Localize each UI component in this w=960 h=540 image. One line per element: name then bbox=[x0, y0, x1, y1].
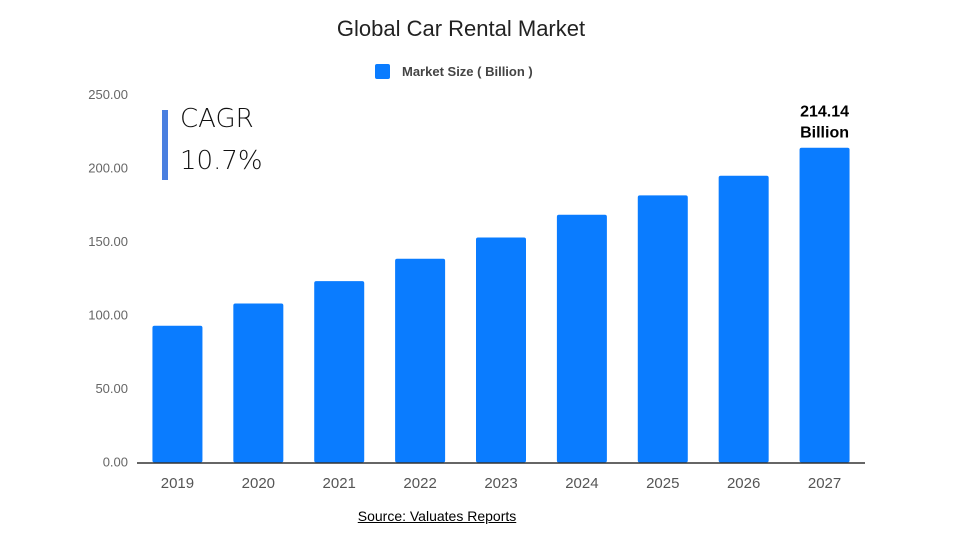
legend-label: Market Size ( Billion ) bbox=[402, 64, 533, 79]
bar-2019 bbox=[152, 325, 203, 463]
x-tick-label: 2019 bbox=[161, 475, 194, 492]
chart-title: Global Car Rental Market bbox=[336, 16, 586, 41]
legend: Market Size ( Billion ) bbox=[375, 64, 533, 79]
x-tick-label: 2020 bbox=[242, 475, 275, 492]
x-tick-label: 2025 bbox=[646, 475, 679, 492]
x-tick-label: 2023 bbox=[484, 475, 517, 492]
bar-2027 bbox=[799, 147, 850, 463]
y-tick-label: 200.00 bbox=[88, 161, 128, 176]
cagr-value: 10.7% bbox=[180, 146, 263, 176]
bar-2025 bbox=[637, 195, 688, 463]
x-tick-label: 2021 bbox=[323, 475, 356, 492]
y-tick-label: 50.00 bbox=[95, 381, 128, 396]
bar-2021 bbox=[314, 281, 365, 463]
source-link[interactable]: Source: Valuates Reports bbox=[357, 508, 517, 524]
x-tick-label: 2024 bbox=[565, 475, 598, 492]
x-tick-label: 2026 bbox=[727, 475, 760, 492]
y-tick-label: 150.00 bbox=[88, 234, 128, 249]
bar-2024 bbox=[556, 214, 607, 463]
bar-2026 bbox=[718, 175, 769, 463]
y-tick-label: 0.00 bbox=[103, 455, 128, 470]
bar-2020 bbox=[233, 303, 284, 463]
bar-2023 bbox=[476, 237, 526, 463]
data-label-unit: Billion bbox=[800, 125, 849, 142]
y-tick-label: 100.00 bbox=[88, 308, 128, 323]
x-tick-label: 2027 bbox=[808, 475, 841, 492]
y-tick-label: 250.00 bbox=[88, 87, 128, 102]
data-label-value: 214.14 bbox=[800, 104, 849, 121]
cagr-label: CAGR bbox=[180, 104, 254, 134]
cagr-accent-bar bbox=[162, 110, 168, 180]
x-tick-label: 2022 bbox=[403, 475, 436, 492]
bar-2022 bbox=[395, 258, 446, 463]
legend-swatch bbox=[375, 64, 390, 79]
